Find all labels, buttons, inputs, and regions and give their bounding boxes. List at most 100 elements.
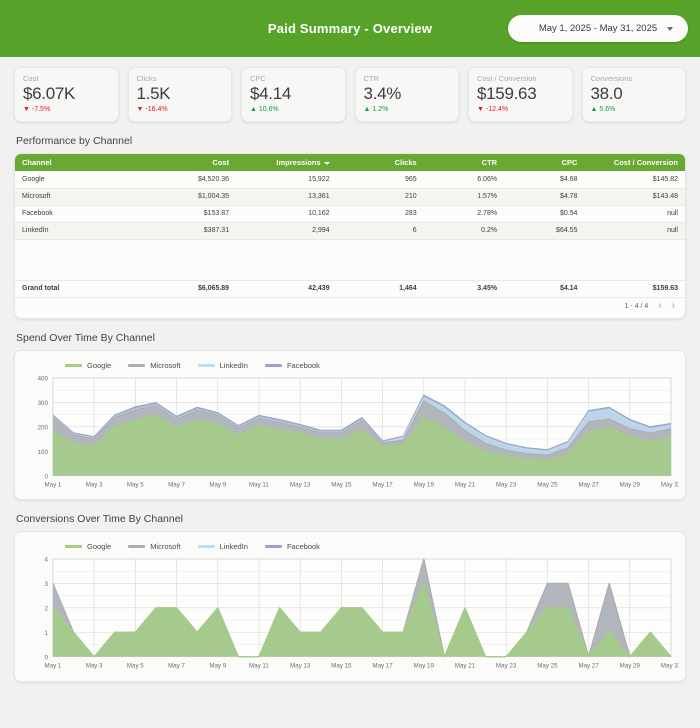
page-header: Paid Summary - Overview May 1, 2025 - Ma… — [0, 0, 700, 57]
legend-label: Microsoft — [150, 360, 181, 370]
svg-text:May 15: May 15 — [331, 663, 352, 670]
svg-text:May 29: May 29 — [620, 481, 641, 488]
svg-text:May 19: May 19 — [414, 481, 435, 488]
svg-text:May 9: May 9 — [209, 481, 226, 488]
table-column-header-label: Cost / Conversion — [613, 158, 678, 167]
scorecard-value: $4.14 — [250, 84, 292, 103]
table-cell-cost-per-conversion: null — [584, 222, 685, 240]
table-cell-cpc: $4.78 — [504, 188, 585, 206]
scorecard-delta-value: 5.6% — [599, 106, 616, 113]
scorecard-value: $6.07K — [23, 84, 76, 103]
date-range-label: May 1, 2025 - May 31, 2025 — [538, 23, 658, 34]
table-column-header-label: Clicks — [394, 158, 417, 167]
table-column-header[interactable]: Clicks — [336, 154, 424, 171]
legend-color-swatch — [264, 363, 282, 367]
performance-table: Channel Cost Impressions Clicks CTR CPC Cost /… — [15, 154, 685, 240]
scorecard-label: Cost — [23, 74, 39, 83]
scorecard-label: CPC — [250, 74, 266, 83]
table-cell-cpc: $0.54 — [504, 205, 585, 223]
legend-color-swatch — [65, 545, 82, 549]
legend-item[interactable]: LinkedIn — [197, 542, 248, 551]
next-page-button[interactable]: › — [671, 300, 675, 311]
svg-text:May 23: May 23 — [496, 663, 517, 670]
svg-text:May 11: May 11 — [249, 663, 269, 670]
table-row[interactable]: Google $4,520.36 15,922 965 6.06% $4.68 $145.8… — [15, 171, 685, 189]
table-column-header-label: CTR — [481, 158, 498, 167]
table-column-header-label: Channel — [22, 158, 52, 167]
previous-page-button[interactable]: ‹ — [658, 300, 662, 311]
legend-item[interactable]: Microsoft — [128, 542, 181, 551]
table-cell-cost: $1,004.35 — [142, 188, 237, 206]
chevron-down-icon — [667, 26, 673, 31]
svg-text:May 9: May 9 — [209, 663, 226, 670]
scorecard[interactable]: Clicks 1.5K ▼ -16.4% — [127, 67, 232, 122]
table-cell-cost-per-conversion: null — [584, 205, 685, 223]
legend-color-swatch — [264, 545, 282, 549]
scorecard-label: Cost / Conversion — [477, 74, 537, 83]
scorecard-delta-value: 1.2% — [372, 106, 389, 113]
svg-text:0: 0 — [44, 473, 48, 480]
scorecard[interactable]: Cost / Conversion $159.63 ▼ -12.4% — [468, 67, 573, 122]
table-column-header-label: Cost — [212, 158, 230, 167]
svg-text:100: 100 — [38, 448, 49, 455]
legend-item[interactable]: LinkedIn — [197, 361, 248, 370]
table-column-header[interactable]: Cost / Conversion — [584, 154, 685, 171]
table-column-header[interactable]: Channel — [15, 154, 143, 171]
svg-text:May 25: May 25 — [537, 481, 558, 488]
arrow-up-icon: ▲ — [363, 106, 371, 113]
svg-text:May 19: May 19 — [414, 663, 435, 670]
arrow-down-icon: ▼ — [23, 106, 30, 113]
legend-item[interactable]: Microsoft — [128, 360, 181, 370]
scorecard-delta: ▼ -16.4% — [137, 105, 224, 114]
svg-text:May 17: May 17 — [372, 663, 393, 670]
spend-chart-plot: 0 100 200 300 400 May 1 May 3 May 5 May 7 May 9 Ma… — [38, 375, 679, 488]
svg-text:May 7: May 7 — [168, 481, 185, 488]
scorecard-label: Conversions — [590, 74, 633, 83]
scorecard[interactable]: Cost $6.07K ▼ -7.5% — [14, 67, 119, 122]
table-column-header[interactable]: Cost — [142, 154, 237, 171]
table-cell-clicks: 6 — [336, 222, 424, 240]
table-cell-cost: $153.87 — [142, 205, 237, 223]
table-filler — [15, 239, 685, 280]
grand-total-ctr: 3.45% — [423, 279, 505, 298]
scorecard-delta-value: -12.4% — [485, 106, 509, 113]
table-column-header[interactable]: CPC — [504, 154, 585, 171]
svg-text:May 31: May 31 — [661, 663, 679, 670]
table-cell-cost-per-conversion: $145.82 — [584, 171, 685, 189]
date-range-picker[interactable]: May 1, 2025 - May 31, 2025 — [508, 15, 688, 42]
scorecard[interactable]: CTR 3.4% ▲ 1.2% — [354, 67, 459, 122]
svg-text:May 5: May 5 — [127, 481, 144, 488]
table-column-header[interactable]: Impressions — [236, 154, 337, 171]
table-cell-channel: Microsoft — [15, 188, 143, 206]
scorecard-delta: ▼ -7.5% — [23, 105, 110, 114]
table-cell-channel: LinkedIn — [15, 222, 143, 240]
table-cell-cpc: $64.55 — [504, 222, 585, 240]
legend-label: Google — [87, 360, 112, 370]
table-column-header[interactable]: CTR — [423, 154, 505, 171]
svg-text:300: 300 — [38, 400, 49, 407]
legend-label: Facebook — [286, 360, 320, 370]
scorecard[interactable]: CPC $4.14 ▲ 10.6% — [241, 67, 346, 122]
spend-chart-legend: Google Microsoft LinkedIn Facebook — [21, 359, 679, 374]
table-cell-cost: $4,520.36 — [142, 171, 237, 189]
table-cell-clicks: 283 — [336, 205, 424, 223]
svg-text:May 3: May 3 — [86, 663, 103, 670]
sort-descending-icon — [323, 161, 330, 165]
legend-item[interactable]: Google — [65, 542, 111, 551]
legend-item[interactable]: Facebook — [264, 542, 320, 551]
scorecard-label: CTR — [363, 74, 379, 83]
svg-text:May 31: May 31 — [661, 481, 679, 488]
table-row[interactable]: LinkedIn $387.31 2,994 6 0.2% $64.55 null — [15, 222, 685, 240]
svg-text:May 13: May 13 — [290, 663, 311, 670]
legend-item[interactable]: Google — [65, 361, 111, 370]
table-row[interactable]: Facebook $153.87 10,162 283 2.78% $0.54 null — [15, 205, 685, 223]
svg-text:May 21: May 21 — [455, 663, 476, 670]
arrow-up-icon: ▲ — [590, 106, 598, 113]
scorecard[interactable]: Conversions 38.0 ▲ 5.6% — [581, 67, 686, 122]
legend-item[interactable]: Facebook — [264, 360, 320, 370]
table-row[interactable]: Microsoft $1,004.35 13,361 210 1.57% $4.78 $14… — [15, 188, 685, 206]
table-cell-clicks: 210 — [336, 188, 424, 206]
table-cell-ctr: 6.06% — [423, 171, 505, 189]
svg-text:May 23: May 23 — [496, 481, 517, 488]
table-cell-impressions: 15,922 — [236, 171, 337, 189]
